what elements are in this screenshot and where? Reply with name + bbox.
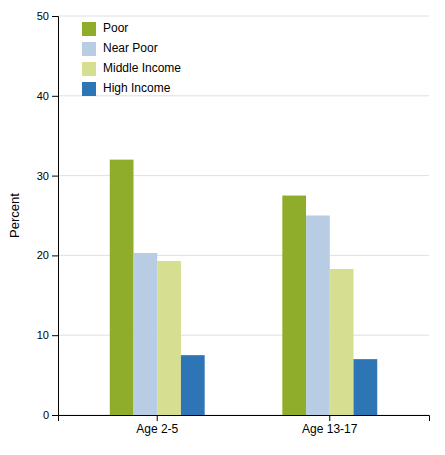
bar: [133, 253, 157, 415]
chart: 0 10 20 30 40 50 Age 2-5 Age 13-17 Poor Near Poor…: [0, 0, 445, 455]
legend-item: Poor: [82, 21, 128, 36]
tick-mark: [52, 96, 58, 97]
tick-label: 0: [43, 409, 49, 421]
legend-swatch: [82, 42, 96, 56]
tick-label: 40: [37, 90, 49, 102]
tick: 30: [37, 170, 58, 182]
bar-series: [110, 160, 306, 415]
legend-label: Poor: [103, 21, 128, 35]
tick: 50: [37, 10, 58, 22]
bar-series: [157, 261, 353, 415]
axis-line: [52, 17, 59, 416]
bar: [282, 196, 306, 415]
legend-item: Middle Income: [82, 61, 181, 76]
legend-item: High Income: [82, 81, 171, 96]
tick-mark: [52, 176, 58, 177]
plot: 0 10 20 30 40 50 Age 2-5 Age 13-17 Poor Near Poor…: [37, 10, 430, 436]
legend-label: Middle Income: [103, 61, 181, 75]
legend: Poor Near Poor Middle Income High Income: [82, 21, 181, 96]
bars: [110, 160, 377, 415]
bar: [330, 269, 354, 415]
tick-mark: [52, 255, 58, 256]
tick-mark: [157, 415, 158, 421]
tick-mark: [52, 16, 58, 17]
tick-mark: [52, 415, 58, 416]
legend-label: Near Poor: [103, 41, 158, 55]
tick-label: 30: [37, 170, 49, 182]
tick-label: Age 13-17: [302, 422, 358, 436]
tick-label: 20: [37, 249, 49, 261]
grid: [58, 16, 429, 415]
tick: 20: [37, 249, 58, 261]
axis-line: [59, 416, 430, 422]
axis-title: Percent: [7, 193, 22, 238]
tick: 40: [37, 90, 58, 102]
legend-swatch: [82, 82, 96, 96]
legend-swatch: [82, 62, 96, 76]
tick-mark: [329, 415, 330, 421]
bar-series: [133, 216, 329, 416]
tick-label: 10: [37, 329, 49, 341]
bar: [181, 355, 205, 415]
tick: Age 13-17: [302, 415, 358, 436]
tick-label: 50: [37, 10, 49, 22]
legend-item: Near Poor: [82, 41, 158, 56]
bar: [306, 216, 330, 416]
bar: [157, 261, 181, 415]
tick: 0: [43, 409, 58, 421]
tick-label: Age 2-5: [136, 422, 178, 436]
tick-mark: [52, 335, 58, 336]
tick: 10: [37, 329, 58, 341]
tick: Age 2-5: [136, 415, 178, 436]
bar-series: [181, 355, 377, 415]
x-axis: Age 2-5 Age 13-17: [59, 415, 430, 436]
bar: [354, 359, 378, 415]
bar: [110, 160, 134, 415]
legend-label: High Income: [103, 81, 171, 95]
legend-swatch: [82, 22, 96, 36]
grid-line: [58, 95, 429, 96]
grid-line: [58, 16, 429, 17]
y-axis: 0 10 20 30 40 50: [37, 10, 59, 421]
